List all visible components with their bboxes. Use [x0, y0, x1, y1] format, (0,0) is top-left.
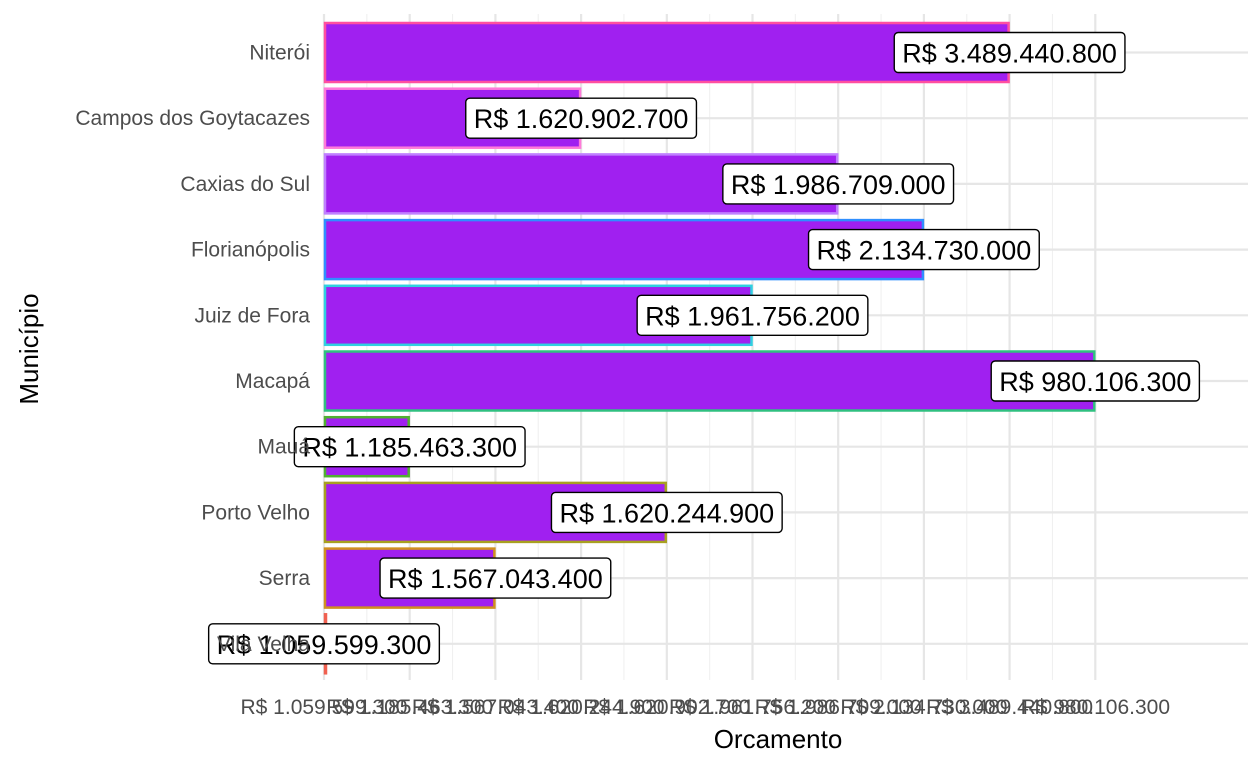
data-label: R$ 1.620.244.900	[550, 491, 783, 534]
y-tick-label: Florianópolis	[191, 239, 310, 262]
y-tick-label: Vila Velha	[217, 633, 310, 656]
data-label: R$ 1.986.709.000	[722, 163, 955, 205]
data-label: R$ 1.059.599.300	[207, 623, 441, 665]
y-axis-title: Município	[14, 293, 44, 404]
data-label-box	[379, 557, 612, 599]
data-labels: R$ 3.489.440.800 R$ 1.620.902.700 R$ 1.986…	[207, 31, 1201, 665]
y-tick-label: Macapá	[235, 370, 310, 393]
data-label-box	[465, 97, 698, 139]
data-label-box	[207, 623, 441, 665]
bar	[323, 350, 1096, 412]
data-label: R$ 3.489.440.800	[893, 31, 1126, 74]
y-axis-tick-labels: Niterói Campos dos Goytacazes Caxias do Su…	[75, 42, 310, 656]
data-label-box	[807, 228, 1040, 271]
data-label-box	[722, 163, 955, 205]
x-tick-label: R$ 3.489.440.800	[926, 696, 1093, 719]
data-label-text: R$ 1.986.709.000	[731, 170, 946, 200]
y-tick-label: Serra	[259, 567, 311, 590]
data-label: R$ 980.106.300	[990, 360, 1201, 402]
data-label-box	[293, 426, 526, 468]
y-tick-label: Campos dos Goytacazes	[75, 107, 310, 130]
data-label-box	[893, 31, 1126, 74]
x-tick-label: R$ 1.961.756.200	[669, 696, 836, 719]
data-label-text: R$ 1.059.599.300	[217, 630, 432, 660]
x-tick-label: R$ 2.134.730.000	[840, 696, 1007, 719]
x-tick-label: R$ 1.059.599.300	[241, 696, 408, 719]
data-label-text: R$ 1.961.756.200	[645, 301, 860, 331]
y-tick-label: Porto Velho	[201, 501, 310, 524]
data-label: R$ 1.185.463.300	[293, 426, 526, 468]
data-label: R$ 2.134.730.000	[807, 228, 1040, 271]
data-label-text: R$ 980.106.300	[999, 367, 1191, 397]
data-label: R$ 1.961.756.200	[636, 294, 869, 336]
y-tick-label: Juiz de Fora	[194, 304, 310, 327]
x-tick-label: R$ 980.106.300	[1021, 696, 1170, 719]
y-tick-label: Mauá	[257, 436, 310, 459]
data-label: R$ 1.567.043.400	[379, 557, 612, 599]
data-label-text: R$ 3.489.440.800	[902, 39, 1117, 69]
x-tick-label: R$ 1.620.902.700	[583, 696, 750, 719]
data-label-text: R$ 1.620.244.900	[559, 498, 774, 528]
y-tick-label: Niterói	[249, 42, 310, 65]
data-label-text: R$ 1.567.043.400	[388, 564, 603, 594]
data-label-box	[550, 491, 783, 534]
x-tick-label: R$ 1.567.043.400	[412, 696, 579, 719]
data-label-text: R$ 1.620.902.700	[474, 104, 689, 134]
data-label-box	[636, 294, 869, 336]
data-label-box	[990, 360, 1201, 402]
x-axis-title: Orcamento	[714, 724, 843, 754]
x-tick-label: R$ 1.986.709.000	[755, 696, 922, 719]
x-tick-label: R$ 1.185.463.300	[326, 696, 493, 719]
x-tick-label: R$ 1.620.244.900	[498, 696, 665, 719]
data-label: R$ 1.620.902.700	[465, 97, 698, 139]
y-tick-label: Caxias do Sul	[180, 173, 310, 196]
data-label-text: R$ 1.185.463.300	[302, 433, 517, 463]
data-label-text: R$ 2.134.730.000	[817, 236, 1032, 266]
